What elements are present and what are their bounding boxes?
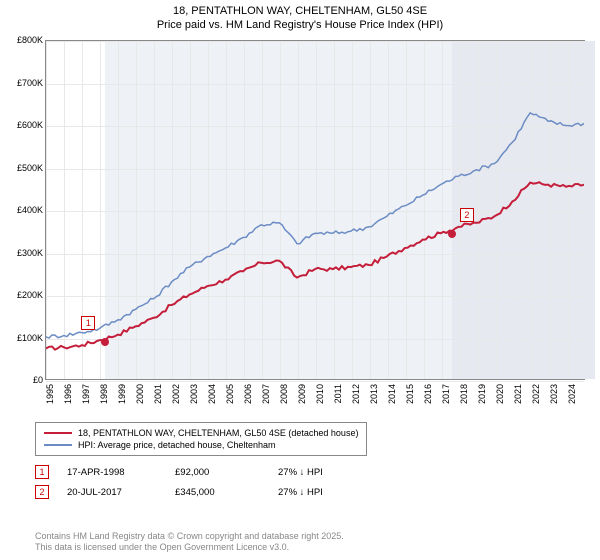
x-tick-label: 2003 bbox=[189, 384, 199, 404]
x-tick-label: 2014 bbox=[387, 384, 397, 404]
sales-table: 1 17-APR-1998 £92,000 27% ↓ HPI 2 20-JUL-2017… bbox=[35, 462, 378, 502]
x-tick-label: 2024 bbox=[567, 384, 577, 404]
chart-svg bbox=[46, 41, 584, 379]
x-tick-label: 2013 bbox=[369, 384, 379, 404]
plot-area: 12 bbox=[45, 40, 585, 380]
x-tick-label: 2017 bbox=[441, 384, 451, 404]
x-tick-label: 2006 bbox=[243, 384, 253, 404]
series-line bbox=[46, 182, 584, 350]
sale-row: 2 20-JUL-2017 £345,000 27% ↓ HPI bbox=[35, 482, 378, 502]
sale-row: 1 17-APR-1998 £92,000 27% ↓ HPI bbox=[35, 462, 378, 482]
x-tick-label: 2009 bbox=[297, 384, 307, 404]
x-tick-label: 2005 bbox=[225, 384, 235, 404]
y-tick-label: £200K bbox=[17, 290, 43, 300]
legend-swatch bbox=[44, 444, 72, 446]
y-tick-label: £500K bbox=[17, 163, 43, 173]
sale-price: £92,000 bbox=[175, 467, 260, 478]
y-tick-label: £400K bbox=[17, 205, 43, 215]
sale-date: 20-JUL-2017 bbox=[67, 487, 157, 498]
footer-line2: This data is licensed under the Open Gov… bbox=[35, 542, 344, 554]
x-tick-label: 2002 bbox=[171, 384, 181, 404]
y-tick-label: £600K bbox=[17, 120, 43, 130]
x-tick-label: 1999 bbox=[117, 384, 127, 404]
legend-item: HPI: Average price, detached house, Chel… bbox=[44, 439, 358, 451]
x-tick-label: 2010 bbox=[315, 384, 325, 404]
sale-id-box: 1 bbox=[35, 465, 49, 479]
footer-line1: Contains HM Land Registry data © Crown c… bbox=[35, 531, 344, 543]
legend-label: 18, PENTATHLON WAY, CHELTENHAM, GL50 4SE… bbox=[78, 428, 358, 438]
x-tick-label: 1998 bbox=[99, 384, 109, 404]
sale-date: 17-APR-1998 bbox=[67, 467, 157, 478]
sale-price: £345,000 bbox=[175, 487, 260, 498]
sale-marker-box: 2 bbox=[460, 208, 474, 222]
x-tick-label: 2021 bbox=[513, 384, 523, 404]
x-tick-label: 1996 bbox=[63, 384, 73, 404]
x-tick-label: 2008 bbox=[279, 384, 289, 404]
title-line1: 18, PENTATHLON WAY, CHELTENHAM, GL50 4SE bbox=[0, 4, 600, 18]
legend: 18, PENTATHLON WAY, CHELTENHAM, GL50 4SE… bbox=[35, 422, 367, 456]
x-tick-label: 1997 bbox=[81, 384, 91, 404]
y-tick-label: £100K bbox=[17, 333, 43, 343]
series-line bbox=[46, 113, 584, 338]
y-tick-label: £0 bbox=[33, 375, 43, 385]
legend-item: 18, PENTATHLON WAY, CHELTENHAM, GL50 4SE… bbox=[44, 427, 358, 439]
x-tick-label: 2004 bbox=[207, 384, 217, 404]
y-tick-label: £700K bbox=[17, 78, 43, 88]
x-tick-label: 2016 bbox=[423, 384, 433, 404]
title-line2: Price paid vs. HM Land Registry's House … bbox=[0, 18, 600, 32]
x-tick-label: 2012 bbox=[351, 384, 361, 404]
sale-marker-dot bbox=[448, 230, 456, 238]
x-axis: 1995 1996 1997 1998 1999 2000 2001 2002 2003 2004… bbox=[45, 380, 585, 420]
x-tick-label: 2023 bbox=[549, 384, 559, 404]
x-tick-label: 2011 bbox=[333, 384, 343, 403]
y-tick-label: £800K bbox=[17, 35, 43, 45]
x-tick-label: 1995 bbox=[45, 384, 55, 404]
footer-attribution: Contains HM Land Registry data © Crown c… bbox=[35, 531, 344, 554]
x-tick-label: 2001 bbox=[153, 384, 163, 404]
legend-label: HPI: Average price, detached house, Chel… bbox=[78, 440, 275, 450]
x-tick-label: 2019 bbox=[477, 384, 487, 404]
x-tick-label: 2020 bbox=[495, 384, 505, 404]
chart-container: 18, PENTATHLON WAY, CHELTENHAM, GL50 4SE… bbox=[0, 0, 600, 560]
sale-pct: 27% ↓ HPI bbox=[278, 467, 378, 478]
x-tick-label: 2000 bbox=[135, 384, 145, 404]
y-axis: £0£100K£200K£300K£400K£500K£600K£700K£80… bbox=[0, 40, 45, 380]
x-tick-label: 2022 bbox=[531, 384, 541, 404]
legend-swatch bbox=[44, 432, 72, 434]
y-tick-label: £300K bbox=[17, 248, 43, 258]
x-tick-label: 2018 bbox=[459, 384, 469, 404]
sale-marker-dot bbox=[101, 338, 109, 346]
chart-title: 18, PENTATHLON WAY, CHELTENHAM, GL50 4SE… bbox=[0, 0, 600, 33]
sale-id-box: 2 bbox=[35, 485, 49, 499]
sale-pct: 27% ↓ HPI bbox=[278, 487, 378, 498]
x-tick-label: 2007 bbox=[261, 384, 271, 404]
sale-marker-box: 1 bbox=[81, 316, 95, 330]
x-tick-label: 2015 bbox=[405, 384, 415, 404]
